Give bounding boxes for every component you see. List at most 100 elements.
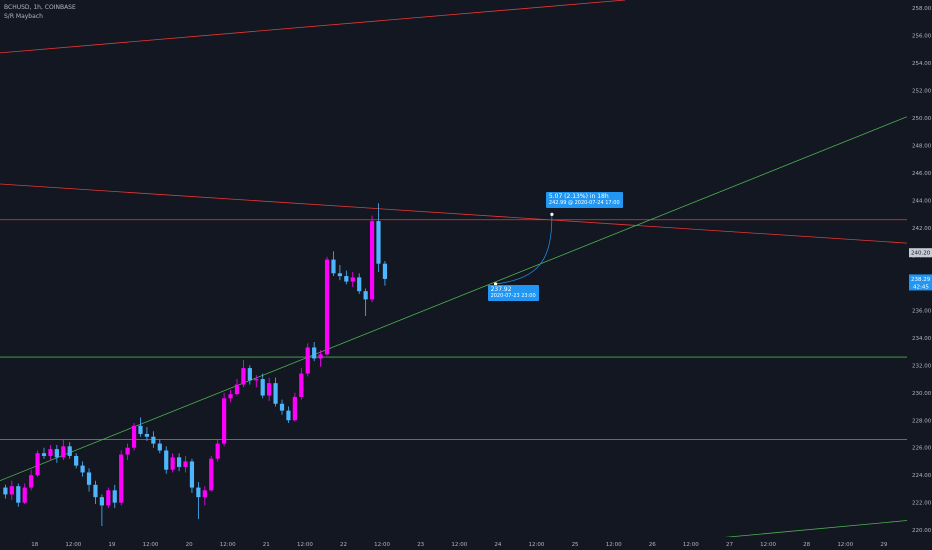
candle-body-60 [382, 263, 388, 279]
candle-body-18 [112, 490, 117, 503]
candle-body-40 [254, 379, 259, 381]
x-tick-label-11: 23 [417, 542, 424, 548]
y-tick-label-7: 232.00 [912, 363, 932, 369]
y-tick-label-5: 228.00 [912, 418, 932, 424]
candle-body-37 [234, 384, 240, 395]
candle-body-2 [9, 486, 14, 495]
candle-body-21 [131, 425, 137, 448]
x-tick-label-7: 21 [263, 542, 270, 548]
candle-body-24 [151, 436, 156, 444]
y-tick-label-19: 256.00 [912, 34, 932, 40]
candle-body-13 [80, 465, 85, 473]
forecast-change: 5.07 (2.13%) in 18h [548, 193, 609, 201]
candle-body-42 [267, 383, 272, 396]
candle-body-20 [125, 447, 130, 455]
candle-body-12 [74, 455, 79, 466]
candle-body-14 [86, 472, 92, 485]
candle-body-53 [337, 273, 342, 277]
resistance-line-2 [0, 183, 907, 244]
x-tick-label-6: 12:00 [220, 542, 236, 548]
candle-body-58 [369, 221, 375, 300]
plot-area [0, 0, 907, 537]
price-tag-sub-2: 42:45 [913, 284, 929, 290]
y-tick-label-12: 242.00 [912, 226, 932, 232]
x-tick-label-22: 12:00 [837, 542, 853, 548]
origin-label: 237.92 2020-07-23 23:00 [487, 285, 539, 302]
y-tick-label-17: 252.00 [912, 89, 932, 95]
candle-body-45 [286, 410, 291, 421]
y-tick-label-14: 246.00 [912, 171, 932, 177]
projection-origin-dot [493, 282, 498, 286]
candle-body-9 [54, 449, 59, 458]
resistance-line-1 [0, 0, 626, 54]
candle-body-47 [299, 373, 304, 397]
x-tick-label-5: 20 [186, 542, 193, 548]
candle-body-56 [357, 277, 362, 292]
y-tick-label-3: 224.00 [912, 473, 932, 479]
y-tick-label-15: 248.00 [912, 144, 932, 150]
candle-body-7 [41, 453, 47, 456]
candle-body-57 [363, 291, 368, 300]
candle-body-29 [183, 461, 188, 467]
candle-body-23 [144, 433, 150, 437]
candle-body-26 [164, 450, 169, 470]
candle-body-17 [106, 490, 111, 506]
candle-body-10 [61, 446, 66, 458]
x-tick-label-17: 26 [649, 542, 656, 548]
candle-body-46 [292, 396, 297, 421]
candle-body-4 [22, 487, 27, 503]
price-tag-bg-1 [909, 248, 932, 258]
candle-body-5 [29, 475, 34, 488]
support-line-4 [0, 116, 907, 482]
candle-body-44 [279, 403, 285, 411]
price-tag-label-2: 238.29 [911, 277, 931, 283]
price-tag-bg-2 [909, 274, 932, 291]
x-tick-label-12: 12:00 [451, 542, 467, 548]
y-tick-label-9: 236.00 [912, 308, 932, 314]
candle-body-49 [312, 347, 317, 359]
candle-body-6 [35, 453, 40, 476]
candle-body-59 [376, 221, 381, 264]
candle-body-50 [318, 354, 323, 359]
candle-body-55 [350, 277, 355, 282]
x-tick-label-1: 18 [31, 542, 38, 548]
x-tick-label-19: 27 [726, 542, 733, 548]
candle-body-27 [170, 457, 175, 470]
x-tick-label-21: 28 [803, 542, 810, 548]
support-line-7 [724, 520, 907, 537]
y-tick-label-2: 222.00 [912, 501, 932, 507]
candle-body-36 [228, 394, 233, 399]
candle-body-48 [305, 347, 310, 374]
y-tick-label-6: 230.00 [912, 391, 932, 397]
candle-body-25 [157, 443, 162, 451]
candle-body-38 [241, 368, 246, 385]
symbol-title[interactable]: BCHUSD, 1h, COINBASE [4, 4, 76, 11]
x-tick-label-23: 29 [880, 542, 887, 548]
candle-body-41 [260, 379, 265, 396]
y-tick-label-16: 250.00 [912, 116, 932, 122]
candle-body-3 [16, 486, 21, 503]
y-tick-label-18: 254.00 [912, 61, 932, 67]
candle-body-15 [93, 484, 98, 498]
candle-body-30 [189, 461, 195, 488]
projection-target-dot [550, 212, 554, 216]
candle-body-28 [176, 457, 182, 467]
x-tick-label-18: 12:00 [683, 542, 699, 548]
projection-arc [495, 214, 553, 285]
candle-body-33 [209, 458, 214, 491]
candle-body-34 [215, 443, 220, 459]
candle-body-32 [202, 490, 207, 498]
candle-body-39 [247, 368, 252, 381]
y-tick-label-1: 220.00 [912, 528, 932, 534]
candle-body-52 [331, 259, 336, 274]
y-tick-label-8: 234.00 [912, 336, 932, 342]
candle-body-51 [324, 259, 330, 355]
candle-body-16 [99, 497, 104, 506]
origin-time: 2020-07-23 23:00 [490, 293, 536, 300]
x-tick-label-9: 22 [340, 542, 347, 548]
x-tick-label-15: 25 [572, 542, 579, 548]
indicator-label[interactable]: S/R Maybach [4, 13, 43, 20]
candle-body-22 [138, 425, 143, 434]
